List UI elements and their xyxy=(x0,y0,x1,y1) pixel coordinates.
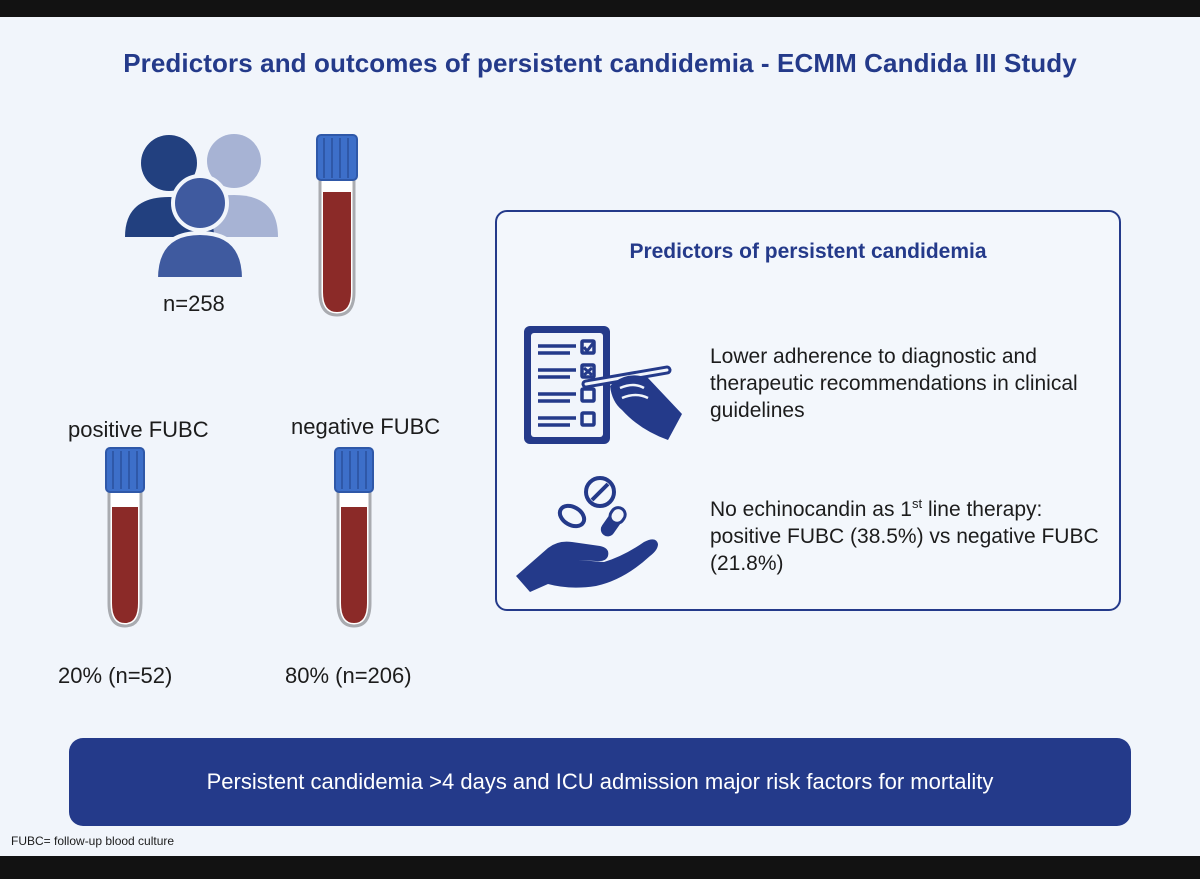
predictors-title: Predictors of persistent candidemia xyxy=(629,240,987,263)
blood-tube-icon xyxy=(316,134,358,317)
negative-fubc-label: negative FUBC xyxy=(291,414,441,439)
predictor-echinocandin-text-b: line therapy: positive FUBC (38.5%) vs n… xyxy=(710,498,1099,575)
hand-pills-icon xyxy=(516,476,658,592)
positive-fubc-tube-icon xyxy=(105,447,145,628)
checklist-pen-icon xyxy=(524,326,682,444)
footnote: FUBC= follow-up blood culture xyxy=(11,834,175,848)
predictor-echinocandin-text: No echinocandin as 1st line therapy: pos… xyxy=(710,496,1110,577)
mortality-banner-text: Persistent candidemia >4 days and ICU ad… xyxy=(206,769,994,794)
top-black-bar xyxy=(0,0,1200,17)
bottom-black-bar xyxy=(0,856,1200,879)
positive-fubc-value: 20% (n=52) xyxy=(58,663,173,688)
people-group-icon xyxy=(125,134,278,281)
predictor-adherence-text: Lower adherence to diagnostic and therap… xyxy=(710,345,1078,422)
predictor-echinocandin-sup: st xyxy=(911,496,923,511)
negative-fubc-tube-icon xyxy=(334,447,374,628)
positive-fubc-label: positive FUBC xyxy=(68,417,209,442)
infographic-title: Predictors and outcomes of persistent ca… xyxy=(123,48,1077,78)
mortality-banner: Persistent candidemia >4 days and ICU ad… xyxy=(69,738,1131,826)
negative-fubc-value: 80% (n=206) xyxy=(285,663,412,688)
predictor-echinocandin-text-a: No echinocandin as 1 xyxy=(710,498,912,521)
cohort-total: n=258 xyxy=(163,291,225,316)
